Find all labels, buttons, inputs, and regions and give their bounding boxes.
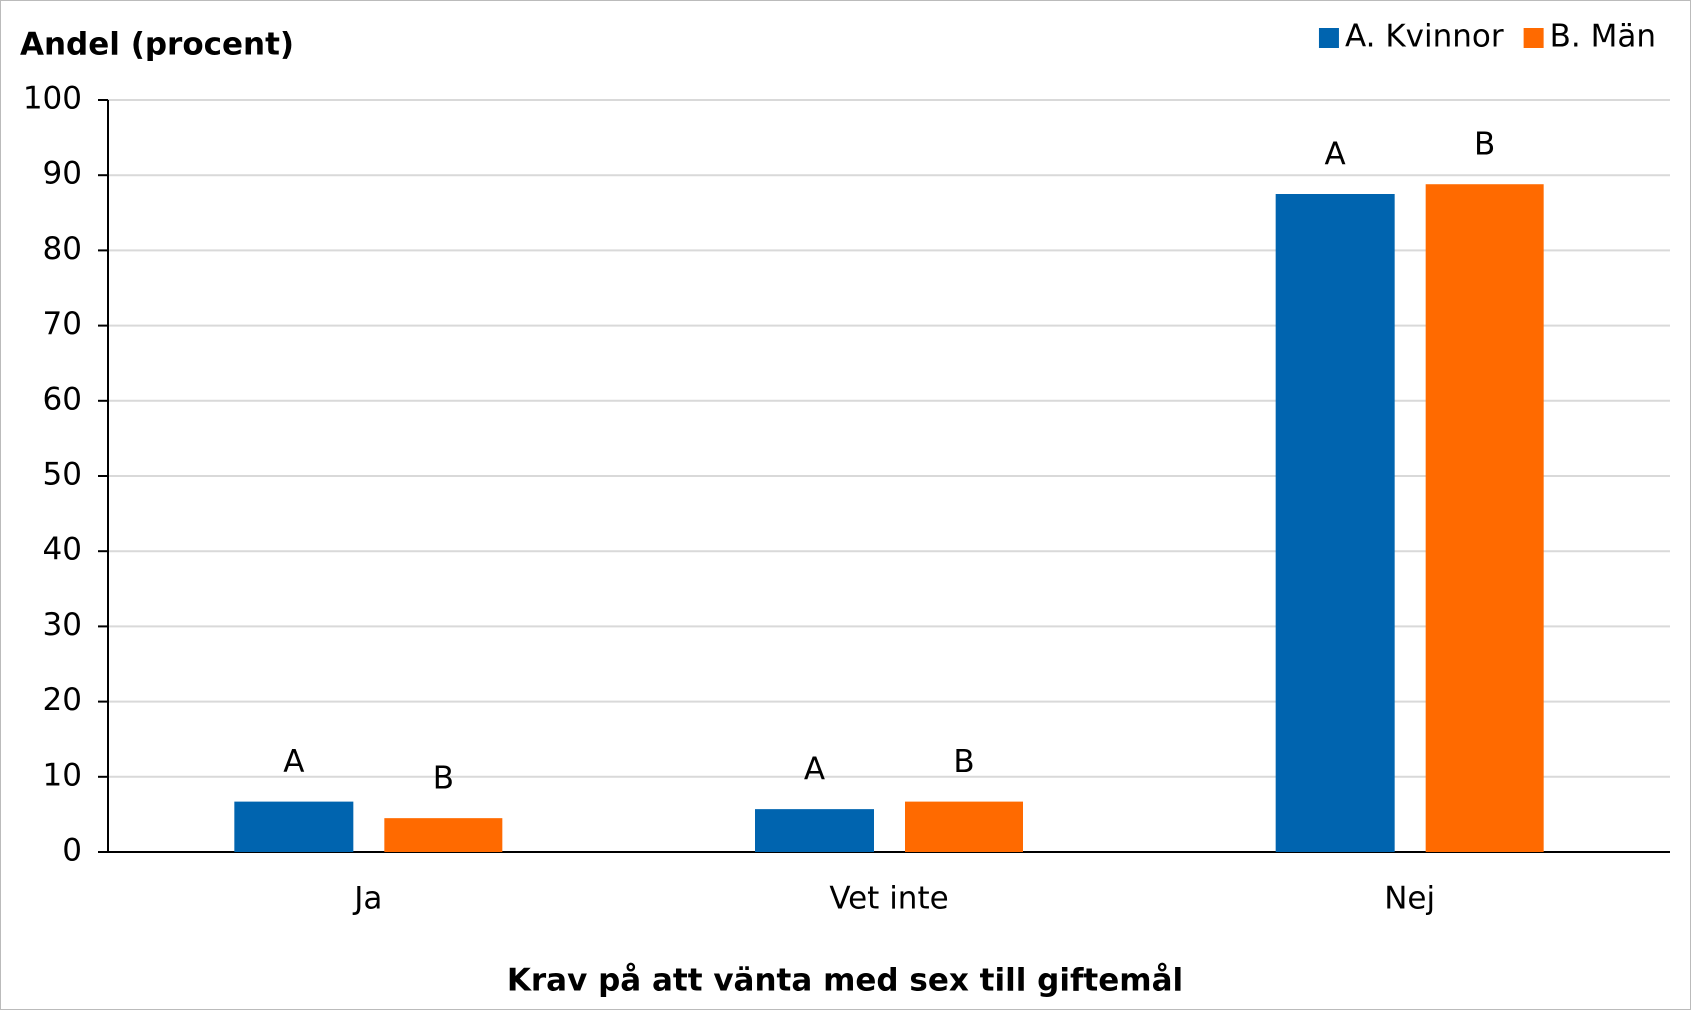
y-axis-title: Andel (procent) (20, 27, 294, 63)
value-label: B (1474, 127, 1495, 163)
bar (1275, 194, 1395, 852)
y-tick-label: 50 (43, 457, 82, 493)
bar (384, 818, 503, 852)
y-tick-label: 30 (43, 607, 82, 643)
y-tick-label: 100 (23, 81, 82, 117)
y-tick-label: 60 (43, 381, 82, 417)
legend-label: A. Kvinnor (1345, 19, 1504, 55)
x-tick-label: Nej (1384, 881, 1435, 917)
y-tick-label: 80 (43, 231, 82, 267)
y-tick-label: 40 (43, 532, 82, 568)
bar (1425, 184, 1544, 852)
y-tick-label: 90 (43, 156, 82, 192)
value-label: A (1325, 137, 1346, 173)
legend-label: B. Män (1550, 19, 1656, 55)
y-tick-label: 10 (43, 757, 82, 793)
y-tick-label: 20 (43, 682, 82, 718)
x-tick-label: Vet inte (829, 881, 948, 917)
bar (234, 801, 354, 852)
legend-swatch (1318, 28, 1339, 48)
legend-swatch (1523, 28, 1544, 48)
value-label: B (953, 744, 974, 780)
x-axis-title: Krav på att vänta med sex till giftemål (507, 963, 1183, 999)
value-label: A (804, 752, 825, 788)
bar (905, 801, 1023, 852)
bar (755, 809, 874, 852)
y-tick-label: 0 (62, 833, 82, 869)
x-tick-label: Ja (352, 881, 382, 917)
value-label: B (433, 761, 454, 797)
y-tick-label: 70 (43, 306, 82, 342)
value-label: A (283, 744, 304, 780)
